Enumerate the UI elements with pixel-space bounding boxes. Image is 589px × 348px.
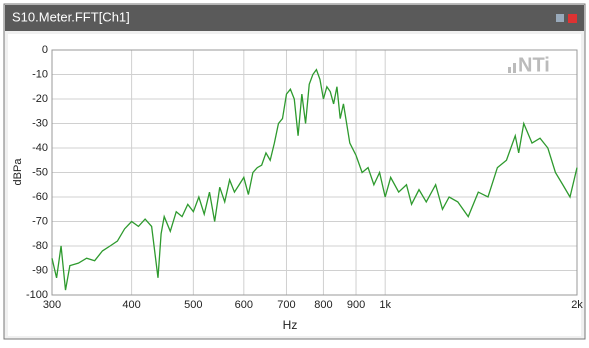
y-axis-label: dBPa [12,158,24,186]
logo: NTi [508,54,550,76]
x-tick-label: 300 [43,299,61,311]
x-tick-label: 700 [277,299,295,311]
logo-bar [513,63,516,73]
y-tick-label: -60 [32,191,48,203]
x-tick-label: 2k [571,299,583,311]
y-tick-label: -70 [32,215,48,227]
y-tick-label: -40 [32,142,48,154]
y-tick-label: -10 [32,68,48,80]
y-tick-label: -80 [32,240,48,252]
pin-button[interactable] [556,14,564,22]
window-title: S10.Meter.FFT[Ch1] [12,9,130,24]
close-button[interactable] [568,14,577,23]
x-tick-label: 600 [235,299,253,311]
logo-text: NTi [518,54,550,76]
y-tick-label: -20 [32,93,48,105]
x-tick-label: 1k [379,299,391,311]
x-tick-label: 800 [314,299,332,311]
x-axis-label: Hz [283,318,298,332]
fft-line [51,68,578,291]
y-tick-label: -30 [32,117,48,129]
plot-border [51,49,578,296]
y-tick-label: -90 [32,264,48,276]
x-tick-label: 400 [122,299,140,311]
plot-panel [8,34,581,336]
x-tick-label: 900 [347,299,365,311]
logo-bar [508,67,511,73]
title-bar [5,5,584,31]
y-tick-label: -50 [32,166,48,178]
y-tick-label: 0 [42,44,48,56]
y-tick-label: -100 [26,289,48,301]
x-tick-label: 500 [184,299,202,311]
